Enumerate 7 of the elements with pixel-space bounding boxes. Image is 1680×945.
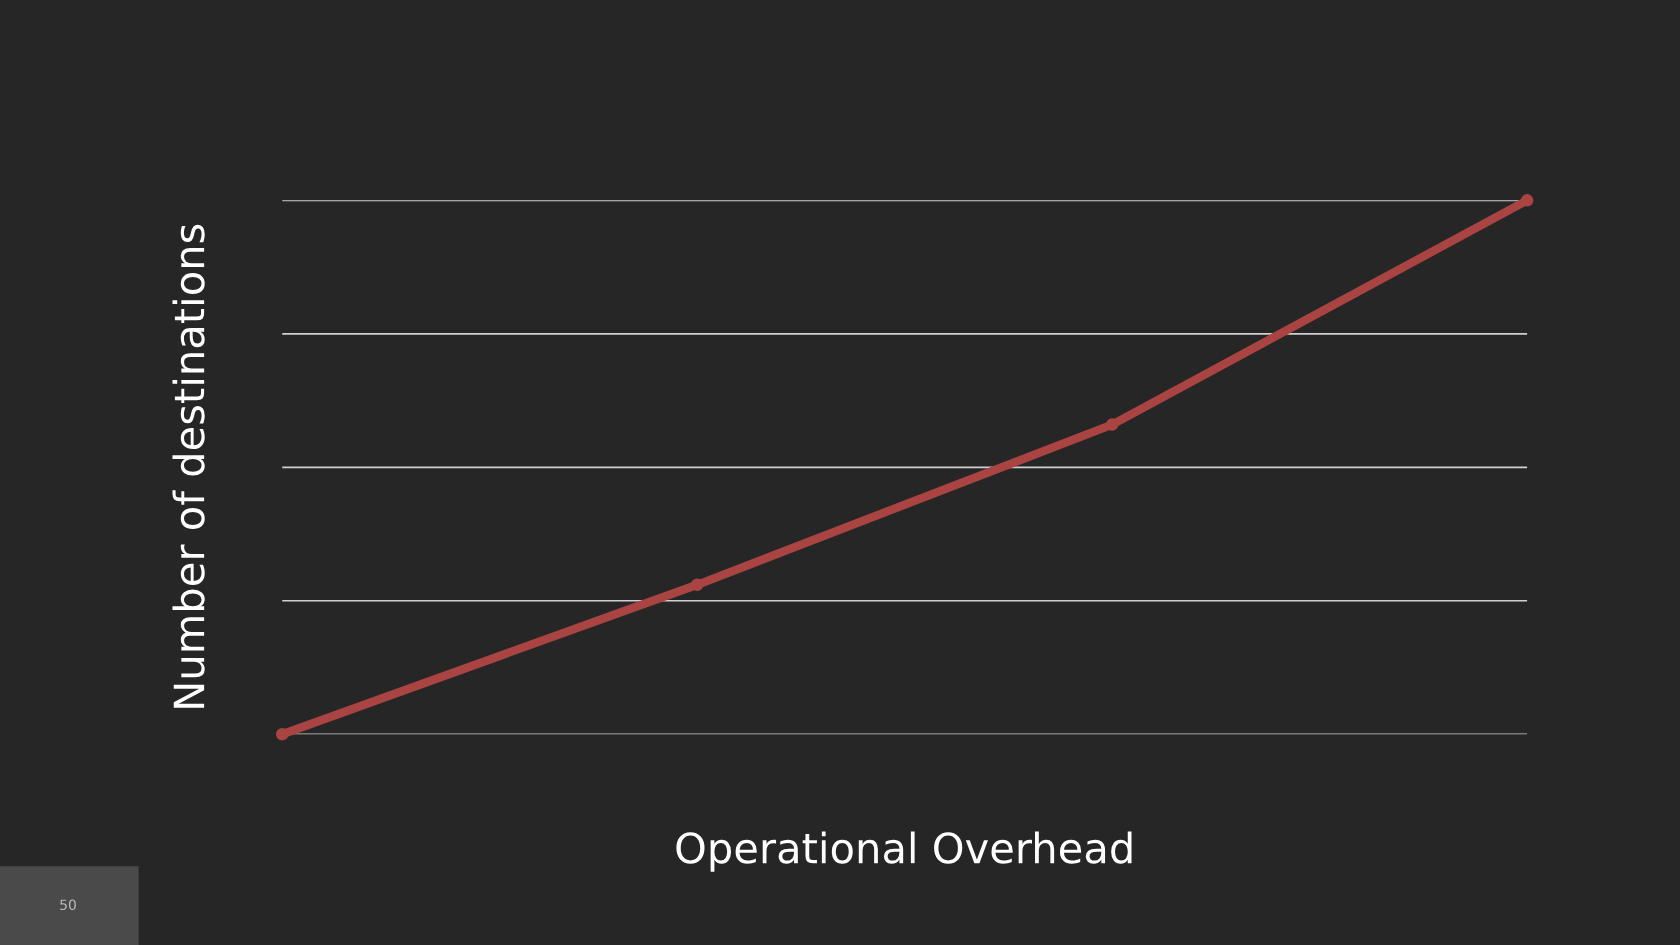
y-axis-title: Number of destinations <box>172 224 205 708</box>
point <box>1520 194 1534 207</box>
point <box>1105 418 1119 431</box>
x-axis-title: Operational Overhead <box>676 831 1132 872</box>
point <box>275 728 289 741</box>
text: 50 <box>60 899 76 911</box>
point <box>690 578 704 592</box>
